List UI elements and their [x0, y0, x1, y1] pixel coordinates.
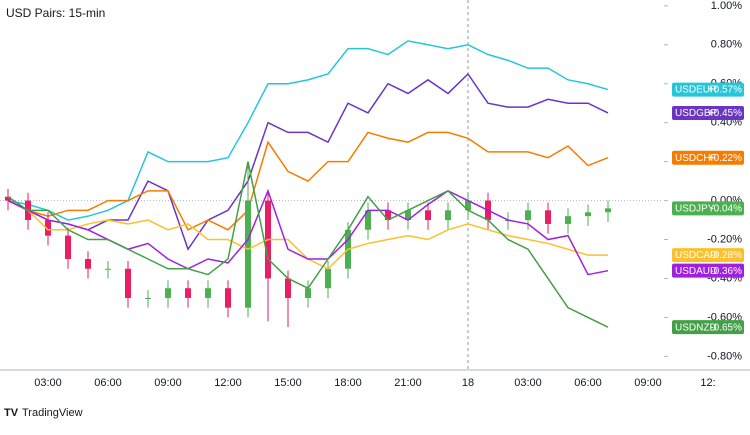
label-name: USDJPY: [675, 204, 715, 215]
label-value: +0.45%: [708, 108, 742, 119]
label-name: USDEUR: [675, 85, 717, 96]
candle-body: [205, 288, 211, 298]
candle-body: [305, 288, 311, 298]
series-line: [7, 161, 609, 328]
y-tick-label: 1.00%: [711, 0, 742, 12]
y-tick-label: -0.20%: [707, 233, 742, 245]
label-box: [672, 82, 744, 97]
candle-body: [605, 208, 611, 213]
x-tick-label: 09:00: [154, 377, 182, 389]
last-value-label: USDGBP+0.45%: [672, 105, 744, 120]
label-box: [672, 248, 744, 263]
candle-body: [565, 216, 571, 224]
last-value-label: USDNZD-0.65%: [672, 320, 744, 335]
candle-body: [525, 210, 531, 221]
last-value-label: USDJPY-0.04%: [672, 201, 744, 216]
x-tick-label: 09:00: [634, 377, 662, 389]
logo: TV TradingView: [4, 407, 83, 419]
y-tick-label: -0.80%: [707, 350, 742, 362]
candle-body: [85, 259, 91, 269]
candle-body: [445, 210, 451, 221]
candle-body: [285, 278, 291, 298]
candle-body: [145, 297, 151, 299]
candle-body: [105, 268, 111, 270]
x-tick-label: 12:: [700, 377, 715, 389]
last-value-label: USDCHF+0.22%: [672, 150, 744, 165]
last-value-label: USDCAD-0.28%: [672, 248, 744, 263]
candle-body: [425, 210, 431, 221]
x-tick-label: 21:00: [394, 377, 422, 389]
logo-mark: TV: [4, 407, 19, 419]
label-name: USDAUD: [675, 266, 717, 277]
candle-body: [325, 268, 331, 289]
candle-body: [385, 210, 391, 221]
chart-title: USD Pairs: 15-min: [6, 6, 105, 20]
series-line: [7, 72, 609, 251]
series-line: [7, 188, 609, 276]
source: TradingView: [22, 407, 83, 419]
candle-body: [185, 288, 191, 298]
label-box: [672, 263, 744, 278]
candle-body: [65, 235, 71, 259]
candle-body: [45, 220, 51, 236]
label-value: -0.28%: [710, 250, 742, 261]
label-box: [672, 201, 744, 216]
x-tick-label: 15:00: [274, 377, 302, 389]
x-tick-label: 06:00: [574, 377, 602, 389]
label-name: USDCHF: [675, 153, 717, 164]
series-line: [7, 131, 609, 231]
candle-body: [585, 212, 591, 217]
candle-body: [5, 196, 11, 201]
y-tick-label: 0.80%: [711, 39, 742, 51]
candle-body: [165, 288, 171, 298]
y-tick-label: 0.40%: [711, 117, 742, 129]
label-box: [672, 150, 744, 165]
x-tick-label: 12:00: [214, 377, 242, 389]
last-value-label: USDAUD-0.36%: [672, 263, 744, 278]
label-name: USDCAD: [675, 250, 717, 261]
candle-body: [225, 288, 231, 308]
label-value: -0.65%: [710, 322, 742, 333]
candle-body: [545, 210, 551, 224]
candle-body: [365, 210, 371, 230]
x-tick-label: 06:00: [94, 377, 122, 389]
candle-body: [405, 210, 411, 221]
plot-area: [5, 40, 611, 328]
label-value: -0.04%: [710, 204, 742, 215]
label-box: [672, 105, 744, 120]
label-box: [672, 320, 744, 335]
label-name: USDGBP: [675, 108, 718, 119]
candle-body: [125, 268, 131, 298]
x-tick-label: 03:00: [34, 377, 62, 389]
label-value: -0.36%: [710, 266, 742, 277]
candle-body: [245, 200, 251, 308]
series-line: [7, 40, 609, 221]
x-tick-label: 18:00: [334, 377, 362, 389]
x-tick-label: 03:00: [514, 377, 542, 389]
last-value-label: USDEUR+0.57%: [672, 82, 744, 97]
label-name: USDNZD: [675, 322, 717, 333]
x-tick-label: 18: [462, 377, 474, 389]
label-value: +0.57%: [708, 85, 742, 96]
label-value: +0.22%: [708, 153, 742, 164]
candle-body: [465, 200, 471, 211]
